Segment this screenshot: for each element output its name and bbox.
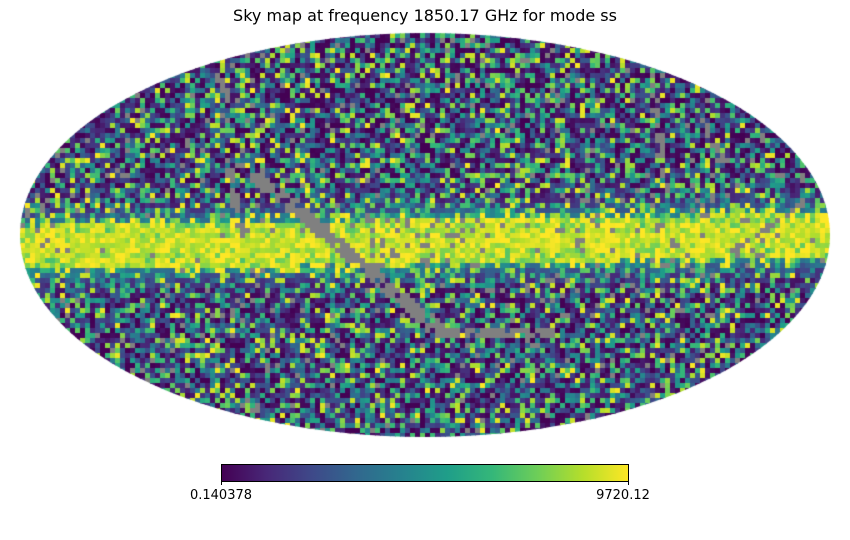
chart-title: Sky map at frequency 1850.17 GHz for mod… xyxy=(233,6,617,25)
colorbar-max-tick xyxy=(628,481,629,485)
mollweide-sky-map xyxy=(0,31,850,443)
colorbar-min-tick xyxy=(221,481,222,485)
colorbar-max-label: 9720.12 xyxy=(596,488,650,503)
colorbar-min-label: 0.140378 xyxy=(189,488,253,503)
colorbar xyxy=(221,464,629,482)
